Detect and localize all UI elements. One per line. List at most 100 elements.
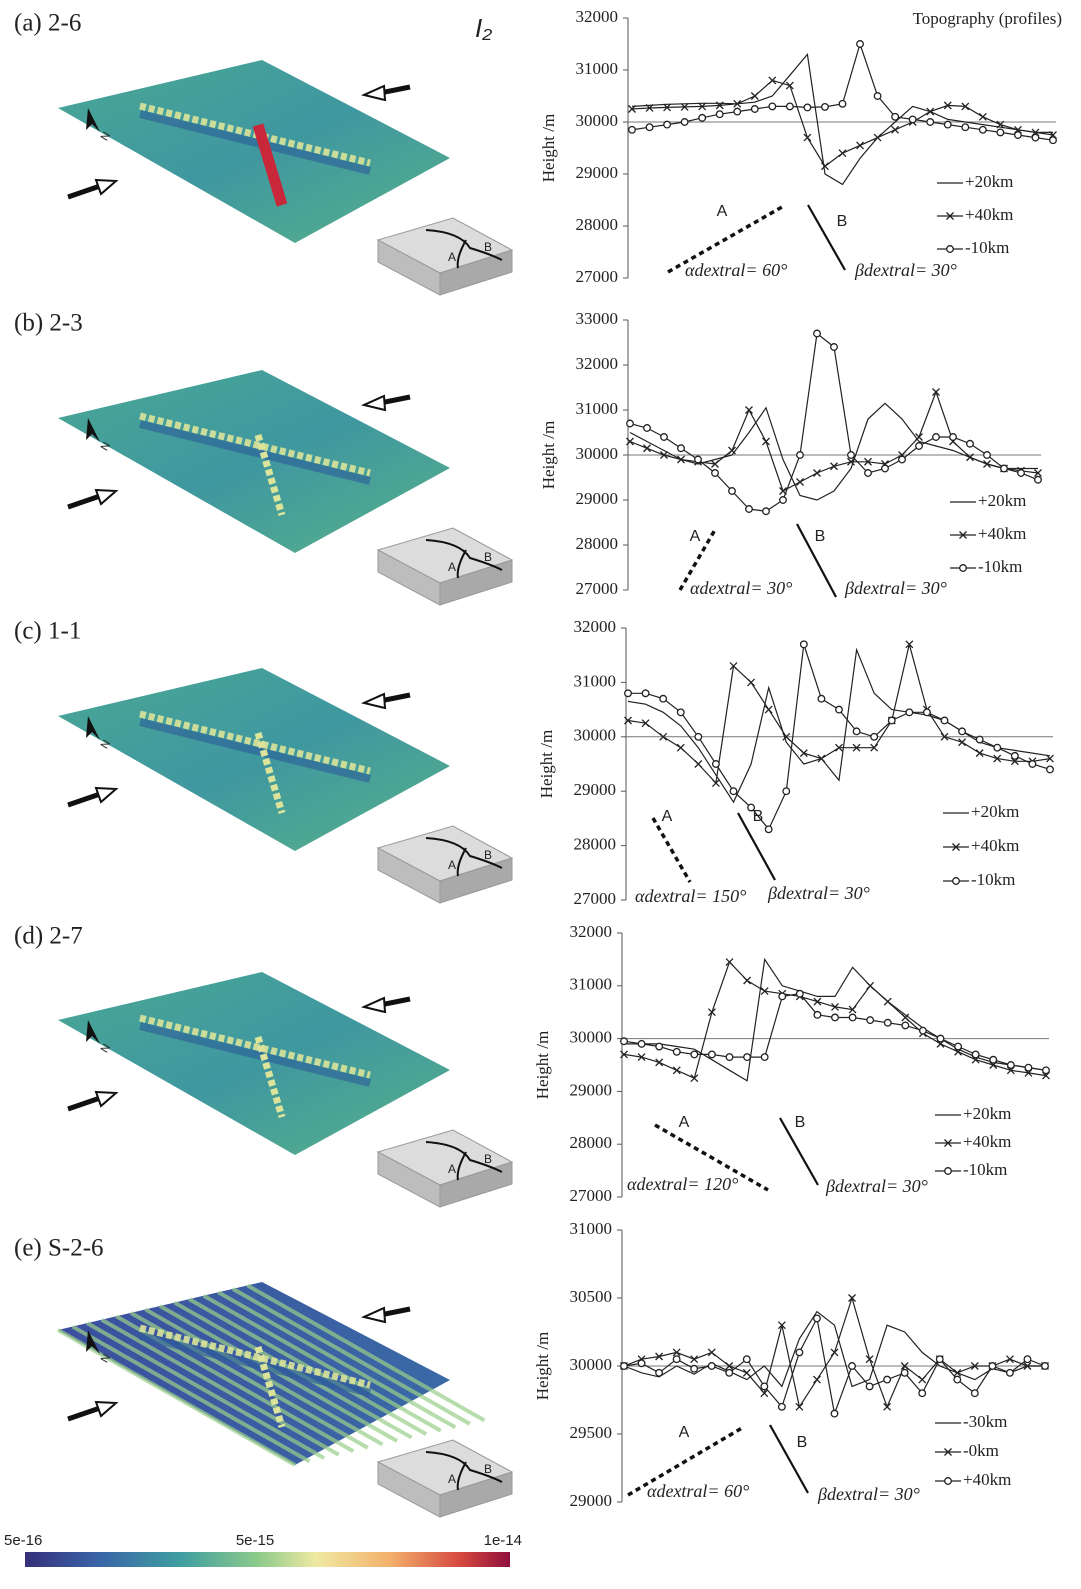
angle-label: αdextral= 120° bbox=[627, 1174, 738, 1194]
marker-circle bbox=[1042, 1066, 1050, 1075]
marker-circle bbox=[905, 708, 914, 717]
y-tick-label: 32000 bbox=[570, 922, 613, 941]
marker-circle bbox=[743, 1053, 752, 1062]
marker-circle bbox=[817, 694, 826, 703]
marker-x bbox=[777, 1321, 786, 1330]
ridge bbox=[139, 710, 371, 775]
north-arrow bbox=[86, 1020, 100, 1044]
marker-circle bbox=[694, 455, 702, 464]
ridge bbox=[139, 102, 371, 167]
marker-x bbox=[725, 958, 734, 966]
fault-b bbox=[796, 523, 837, 598]
marker-circle bbox=[870, 732, 879, 741]
fault-a bbox=[651, 817, 692, 883]
marker-x bbox=[961, 102, 970, 111]
marker-circle bbox=[672, 1047, 681, 1056]
fault-label: A bbox=[717, 203, 728, 220]
legend-label: +40km bbox=[971, 836, 1019, 855]
marker-circle bbox=[624, 689, 632, 698]
stripe bbox=[246, 1283, 486, 1423]
marker-x bbox=[813, 469, 821, 477]
marker-circle bbox=[970, 1389, 979, 1398]
marker-circle bbox=[898, 455, 906, 464]
marker-circle bbox=[659, 694, 668, 703]
marker-circle bbox=[813, 1010, 822, 1019]
marker-circle bbox=[795, 1348, 804, 1357]
marker-x bbox=[698, 102, 707, 111]
marker-circle bbox=[961, 123, 970, 132]
stress-arrow bbox=[67, 791, 101, 808]
marker-circle bbox=[778, 992, 787, 1001]
marker-circle bbox=[729, 787, 738, 796]
marker-x bbox=[915, 433, 923, 441]
marker-circle bbox=[848, 1362, 856, 1370]
marker-x bbox=[764, 705, 773, 714]
marker-x bbox=[745, 406, 753, 414]
marker-x bbox=[943, 101, 952, 110]
legend-label: +40km bbox=[978, 524, 1026, 543]
marker-x bbox=[803, 133, 812, 142]
model-surface bbox=[58, 60, 450, 243]
stripe bbox=[86, 1321, 326, 1460]
marker-x bbox=[847, 457, 855, 466]
marker-x bbox=[663, 103, 672, 112]
marker-circle bbox=[742, 1355, 751, 1364]
marker-x bbox=[830, 462, 838, 471]
panel-title: (b) 2-3 bbox=[14, 310, 83, 337]
y-tick-label: 27000 bbox=[576, 267, 619, 286]
block-side bbox=[439, 559, 513, 606]
marker-x bbox=[694, 760, 703, 768]
fault-a bbox=[678, 527, 718, 591]
marker-circle bbox=[707, 1362, 716, 1370]
y-tick-label: 29000 bbox=[576, 163, 619, 182]
legend-label: -10km bbox=[965, 238, 1009, 257]
stress-arrow-head bbox=[94, 786, 119, 804]
marker-x bbox=[637, 1053, 646, 1062]
marker-x bbox=[918, 1375, 927, 1384]
y-tick-label: 31000 bbox=[570, 1219, 613, 1238]
marker-x bbox=[762, 437, 770, 446]
marker-circle bbox=[918, 1389, 927, 1398]
block-fault bbox=[425, 229, 503, 269]
marker-circle bbox=[637, 1359, 646, 1368]
marker-circle bbox=[971, 1050, 980, 1059]
marker-circle bbox=[626, 419, 634, 428]
marker-x bbox=[813, 997, 822, 1006]
chart-note: Topography (profiles) bbox=[913, 9, 1062, 28]
block-fault bbox=[425, 1141, 503, 1181]
stress-arrow-head bbox=[360, 1306, 387, 1324]
panel-title: (a) 2-6 bbox=[14, 10, 81, 37]
y-tick-label: 30500 bbox=[570, 1287, 613, 1306]
marker-circle bbox=[1049, 136, 1057, 145]
marker-circle bbox=[830, 1409, 839, 1418]
model-surface bbox=[58, 972, 450, 1155]
block-label: B bbox=[484, 550, 492, 564]
stripe bbox=[100, 1317, 340, 1457]
colorbar-label: 5e-16 bbox=[4, 1532, 42, 1549]
marker-circle bbox=[952, 877, 960, 885]
block-side bbox=[439, 1161, 513, 1208]
profile-line bbox=[631, 52, 1053, 186]
marker-circle bbox=[887, 716, 896, 725]
angle-label: βdextral= 30° bbox=[844, 578, 947, 598]
panel-title: (d) 2-7 bbox=[14, 923, 83, 950]
profile-line bbox=[623, 1310, 1045, 1388]
y-tick-label: 30000 bbox=[570, 1355, 613, 1374]
marker-x bbox=[866, 981, 875, 990]
y-tick-label: 31000 bbox=[570, 975, 613, 994]
marker-x bbox=[620, 1050, 628, 1059]
y-axis-label: Height /m bbox=[539, 114, 558, 182]
model-panel: NAB bbox=[58, 60, 514, 296]
marker-circle bbox=[989, 1055, 998, 1064]
angle-label: βdextral= 30° bbox=[825, 1176, 928, 1196]
marker-x bbox=[905, 640, 914, 649]
marker-circle bbox=[760, 1382, 769, 1391]
block-label: A bbox=[448, 858, 456, 872]
fault-label: B bbox=[837, 213, 848, 230]
ridge-shadow bbox=[139, 1332, 371, 1397]
stress-arrow bbox=[67, 183, 101, 200]
marker-circle bbox=[711, 760, 720, 768]
marker-x bbox=[970, 1362, 979, 1370]
y-tick-label: 31000 bbox=[574, 671, 617, 690]
block-side bbox=[439, 857, 513, 904]
